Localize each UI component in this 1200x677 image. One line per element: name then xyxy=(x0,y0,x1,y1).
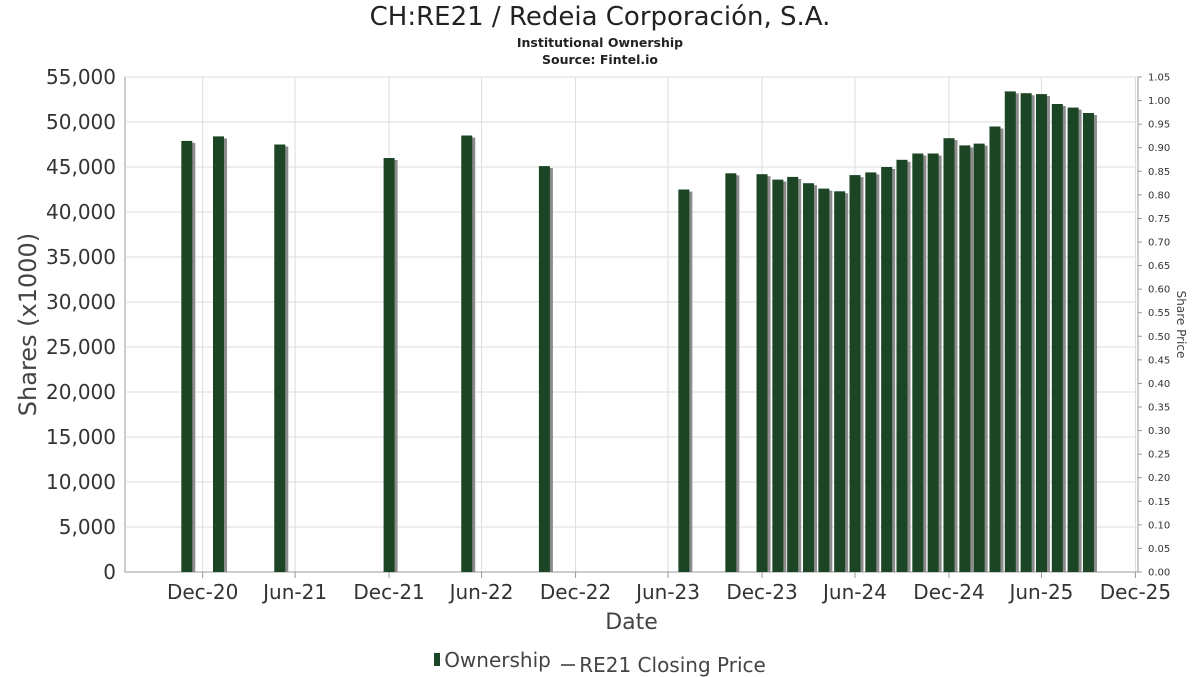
y2-tick-label: 0.75 xyxy=(1148,214,1170,225)
ownership-bar xyxy=(803,183,815,572)
ownership-bar xyxy=(927,153,939,572)
y2-tick-label: 0.65 xyxy=(1148,261,1170,272)
ownership-bar xyxy=(725,173,737,573)
y2-tick-label: 0.80 xyxy=(1148,190,1170,201)
y-tick-label: 20,000 xyxy=(46,380,116,404)
y2-axis-title: Share Price xyxy=(1174,291,1188,359)
x-tick-label: Dec-22 xyxy=(540,580,611,604)
legend-swatch-ownership xyxy=(434,653,441,666)
legend-label-price: RE21 Closing Price xyxy=(579,653,766,677)
legend-item-ownership: Ownership xyxy=(434,648,551,672)
ownership-bar xyxy=(818,188,830,572)
y-tick-label: 45,000 xyxy=(46,155,116,179)
x-axis-title: Date xyxy=(605,610,658,635)
y-tick-label: 5,000 xyxy=(59,515,116,539)
legend: Ownership RE21 Closing Price xyxy=(0,647,1200,677)
ownership-bar xyxy=(989,126,1001,572)
legend-label-ownership: Ownership xyxy=(444,647,551,672)
ownership-bar xyxy=(772,179,784,572)
x-tick-label: Jun-23 xyxy=(634,580,700,604)
y2-tick-label: 0.40 xyxy=(1148,379,1170,390)
ownership-bar xyxy=(538,166,550,572)
y2-tick-label: 0.60 xyxy=(1148,285,1170,296)
ownership-bar xyxy=(461,135,473,572)
y-tick-label: 55,000 xyxy=(46,65,116,89)
x-tick-label: Dec-24 xyxy=(913,580,984,604)
y-tick-label: 50,000 xyxy=(46,110,116,134)
y2-tick-label: 0.70 xyxy=(1148,238,1170,249)
y2-tick-label: 0.20 xyxy=(1148,473,1170,484)
x-tick-label: Dec-25 xyxy=(1100,580,1171,604)
chart-subtitle: Institutional Ownership xyxy=(516,35,684,50)
legend-item-price: RE21 Closing Price xyxy=(561,653,766,677)
x-tick-label: Dec-21 xyxy=(353,580,424,604)
y-tick-label: 30,000 xyxy=(46,290,116,314)
ownership-bar xyxy=(896,159,908,573)
x-tick-label: Jun-24 xyxy=(821,580,887,604)
y2-tick-label: 0.35 xyxy=(1148,403,1170,414)
y2-tick-label: 0.45 xyxy=(1148,355,1170,366)
ownership-bar xyxy=(1020,93,1032,572)
ownership-bar xyxy=(834,191,846,573)
y2-tick-label: 0.55 xyxy=(1148,308,1170,319)
legend-swatch-price xyxy=(561,664,576,666)
x-tick-label: Jun-25 xyxy=(1007,580,1073,604)
y2-tick-label: 0.90 xyxy=(1148,143,1170,154)
y-tick-label: 35,000 xyxy=(46,245,116,269)
ownership-bar xyxy=(1035,94,1047,572)
ownership-bar xyxy=(212,136,224,572)
ownership-bar xyxy=(1051,104,1063,572)
y2-tick-label: 0.50 xyxy=(1148,332,1170,343)
ownership-bar xyxy=(943,138,955,572)
ownership-bar xyxy=(1004,91,1016,573)
x-tick-label: Dec-20 xyxy=(167,580,238,604)
x-tick-label: Jun-21 xyxy=(261,580,327,604)
y-tick-label: 15,000 xyxy=(46,425,116,449)
y2-tick-label: 0.00 xyxy=(1148,568,1170,579)
ownership-bar xyxy=(973,143,985,572)
ownership-bar xyxy=(383,158,395,572)
ownership-bar xyxy=(912,153,924,572)
x-tick-label: Dec-23 xyxy=(726,580,797,604)
ownership-bar xyxy=(274,144,286,572)
y2-tick-label: 0.05 xyxy=(1148,544,1170,555)
ownership-bar xyxy=(181,140,193,572)
y2-tick-label: 0.25 xyxy=(1148,450,1170,461)
y2-tick-label: 0.10 xyxy=(1148,520,1170,531)
y-tick-label: 25,000 xyxy=(46,335,116,359)
y2-tick-label: 0.15 xyxy=(1148,497,1170,508)
y2-tick-label: 0.85 xyxy=(1148,167,1170,178)
ownership-bar xyxy=(678,189,690,572)
y-tick-label: 0 xyxy=(103,560,116,584)
chart-source: Source: Fintel.io xyxy=(542,52,658,67)
ownership-bar xyxy=(959,145,971,572)
ownership-bar xyxy=(849,175,861,572)
y2-tick-label: 1.00 xyxy=(1148,96,1170,107)
ownership-bar xyxy=(1082,113,1094,572)
x-tick-label: Jun-22 xyxy=(448,580,514,604)
y2-tick-label: 1.05 xyxy=(1148,73,1170,84)
ownership-bar xyxy=(865,172,877,572)
chart-title: CH:RE21 / Redeia Corporación, S.A. xyxy=(369,2,831,32)
y-tick-label: 10,000 xyxy=(46,470,116,494)
ownership-bar xyxy=(1067,107,1079,572)
ownership-bar xyxy=(787,176,799,572)
y-axis-title: Shares (x1000) xyxy=(14,233,42,416)
y-tick-label: 40,000 xyxy=(46,200,116,224)
y2-tick-label: 0.95 xyxy=(1148,120,1170,131)
ownership-bar xyxy=(881,167,893,572)
y2-tick-label: 0.30 xyxy=(1148,426,1170,437)
ownership-bar xyxy=(756,174,768,572)
